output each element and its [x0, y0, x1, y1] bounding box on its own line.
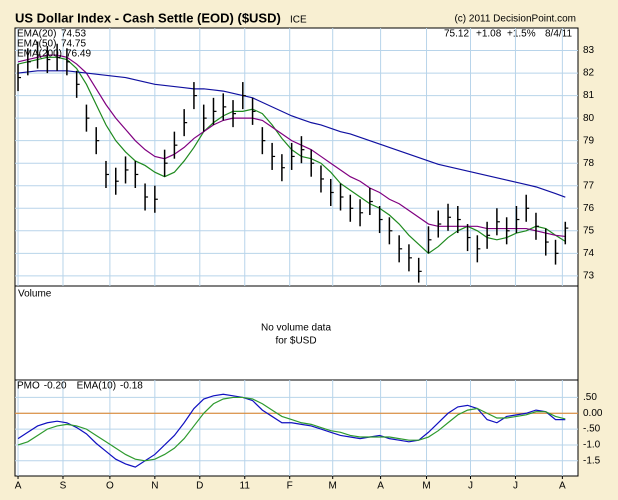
legend-value: 76.49: [66, 49, 91, 60]
y-tick-label: 81: [583, 90, 595, 101]
y-tick-label: 78: [583, 158, 595, 169]
legend-value: 74.53: [61, 29, 86, 40]
x-tick-label: A: [559, 481, 566, 492]
y-tick-label: 75: [583, 225, 595, 236]
x-tick-label: F: [287, 481, 293, 492]
pmo-line: [17, 396, 566, 462]
quote-pct: +1.5%: [507, 29, 536, 40]
quote-change: +1.08: [476, 29, 502, 40]
legend-name: EMA(50): [17, 39, 56, 50]
legend-name: PMO: [17, 381, 40, 392]
y-tick-label: 77: [583, 180, 595, 191]
y-tick-label: 82: [583, 68, 595, 79]
x-tick-label: M: [422, 481, 430, 492]
price-panel: [14, 27, 579, 287]
y-tick-label: 83: [583, 45, 595, 56]
legend-name: EMA(200): [17, 49, 62, 60]
exchange: ICE: [290, 15, 307, 26]
x-tick-label: S: [60, 481, 67, 492]
x-tick-label: A: [377, 481, 384, 492]
pmo-line: [17, 393, 566, 468]
y-tick-label: -.50: [583, 424, 601, 435]
chart-title: US Dollar Index - Cash Settle (EOD) ($US…: [15, 10, 281, 25]
legend-value: -0.18: [120, 381, 143, 392]
ema-line: [17, 54, 566, 238]
volume-note: No volume data: [261, 323, 331, 334]
y-tick-label: 79: [583, 135, 595, 146]
quote-last: 75.12: [444, 29, 469, 40]
y-tick-label: 73: [583, 271, 595, 282]
volume-panel: [14, 285, 579, 381]
y-tick-label: 76: [583, 203, 595, 214]
y-tick-label: 80: [583, 113, 595, 124]
x-tick-label: D: [196, 481, 203, 492]
pmo-panel: [14, 379, 579, 477]
legend-value: -0.20: [44, 381, 67, 392]
x-tick-label: 11: [240, 481, 251, 492]
y-tick-label: -1.0: [583, 440, 601, 451]
x-tick-label: J: [468, 481, 473, 492]
y-tick-label: 0.00: [583, 408, 603, 419]
copyright: (c) 2011 DecisionPoint.com: [454, 14, 576, 25]
y-tick-label: .50: [583, 392, 597, 403]
legend-name: EMA(10): [77, 381, 116, 392]
legend-value: 74.75: [61, 39, 86, 50]
y-tick-label: -1.5: [583, 455, 601, 466]
x-tick-label: J: [513, 481, 518, 492]
y-tick-label: 74: [583, 248, 595, 259]
ema-line: [17, 70, 566, 198]
x-tick-label: O: [106, 481, 114, 492]
quote-date: 8/4/11: [545, 29, 572, 40]
x-tick-label: A: [15, 481, 22, 492]
x-tick-label: N: [151, 481, 158, 492]
legend-name: EMA(20): [17, 29, 56, 40]
volume-title: Volume: [18, 289, 52, 300]
x-tick-label: M: [329, 481, 337, 492]
volume-note: for $USD: [275, 336, 316, 347]
